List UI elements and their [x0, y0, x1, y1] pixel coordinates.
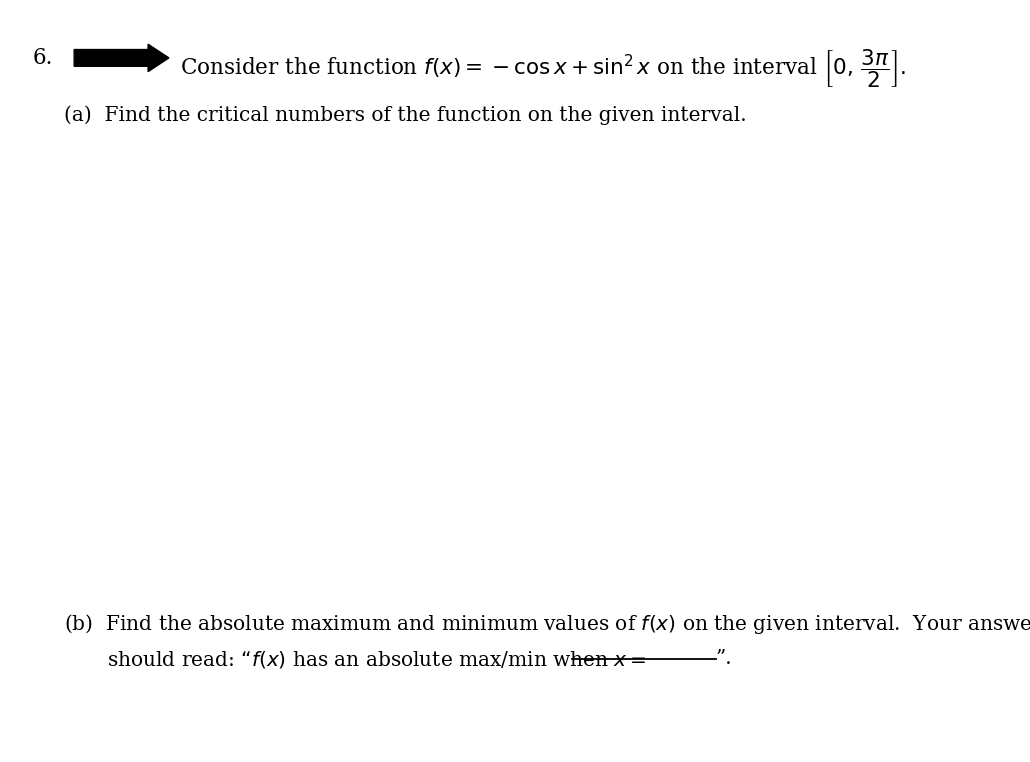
Text: ”.: ”.: [716, 649, 732, 668]
Text: 6.: 6.: [33, 47, 54, 69]
Polygon shape: [74, 44, 169, 72]
Text: (b)  Find the absolute maximum and minimum values of $f(x)$ on the given interva: (b) Find the absolute maximum and minimu…: [64, 612, 1030, 636]
Text: should read: “$f(x)$ has an absolute max/min when $x =$: should read: “$f(x)$ has an absolute max…: [107, 649, 653, 671]
Text: (a)  Find the critical numbers of the function on the given interval.: (a) Find the critical numbers of the fun…: [64, 105, 747, 125]
Text: Consider the function $f(x) = -\cos x + \sin^2 x$ on the interval $\left[0,\,\df: Consider the function $f(x) = -\cos x + …: [180, 47, 906, 90]
